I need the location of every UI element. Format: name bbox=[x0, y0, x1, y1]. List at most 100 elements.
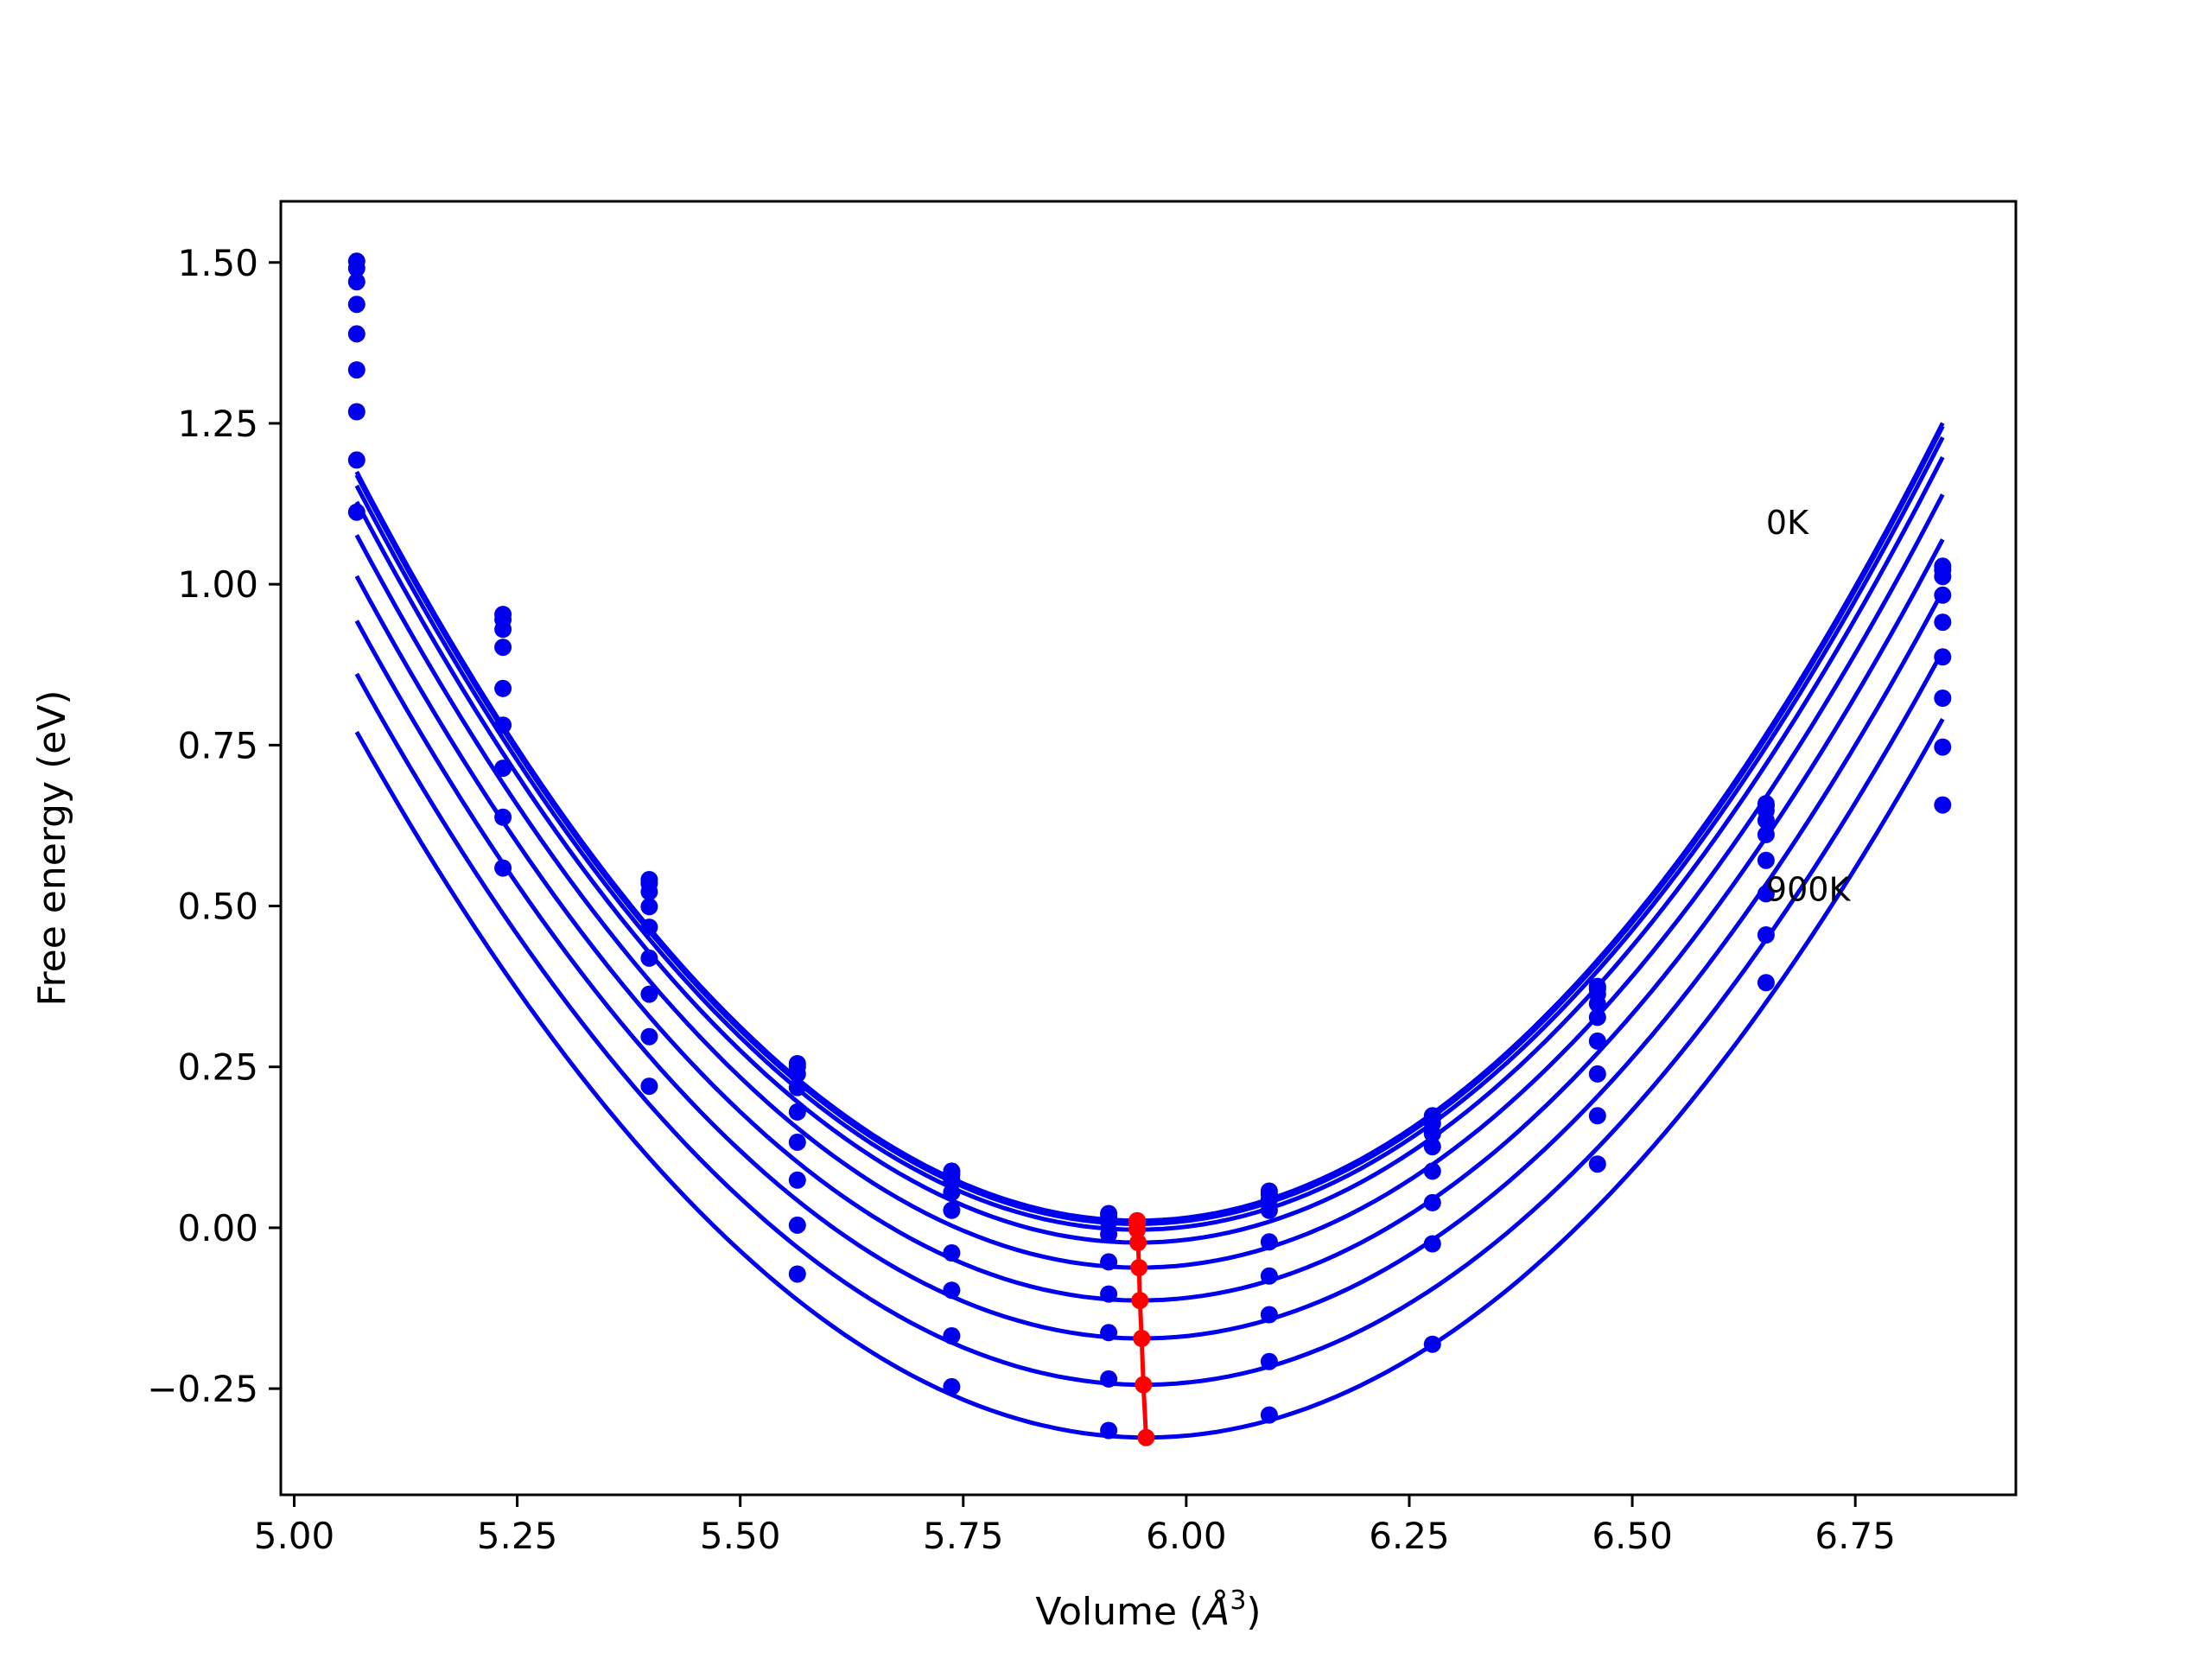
y-tick-label: 0.50 bbox=[177, 886, 258, 928]
data-point bbox=[1934, 690, 1952, 707]
minimum-point bbox=[1137, 1428, 1155, 1446]
y-tick-label: −0.25 bbox=[147, 1368, 258, 1410]
x-axis-label-prefix: Volume ( bbox=[1035, 1590, 1204, 1634]
data-point bbox=[1588, 995, 1606, 1013]
data-point bbox=[1934, 648, 1952, 666]
data-point bbox=[494, 808, 512, 826]
fit-curve-3 bbox=[354, 435, 1945, 1232]
data-point bbox=[1588, 1032, 1606, 1050]
minimum-point bbox=[1128, 1221, 1147, 1239]
data-point bbox=[1934, 796, 1952, 814]
data-point bbox=[494, 639, 512, 657]
y-axis-label: Free energy (eV) bbox=[30, 690, 74, 1006]
series-8 bbox=[347, 451, 1952, 1388]
annotations: 0K 900K bbox=[1766, 504, 1852, 909]
x-tick-label: 6.25 bbox=[1369, 1515, 1450, 1557]
data-point bbox=[347, 273, 365, 291]
data-point bbox=[347, 259, 365, 277]
data-point bbox=[1423, 1138, 1441, 1156]
data-point bbox=[1423, 1335, 1441, 1353]
fit-curve-6 bbox=[354, 538, 1945, 1303]
data-point bbox=[1260, 1306, 1278, 1324]
data-point bbox=[943, 1281, 961, 1300]
data-point bbox=[347, 325, 365, 343]
data-point bbox=[788, 1265, 806, 1283]
data-point bbox=[1934, 568, 1952, 586]
series-5 bbox=[347, 325, 1952, 1271]
data-point bbox=[788, 1065, 806, 1083]
data-point bbox=[1260, 1406, 1278, 1424]
data-point bbox=[943, 1171, 961, 1189]
data-point bbox=[1588, 1008, 1606, 1027]
data-point bbox=[943, 1327, 961, 1344]
data-point bbox=[1423, 1162, 1441, 1180]
data-point bbox=[788, 1216, 806, 1234]
data-point bbox=[1100, 1213, 1118, 1231]
x-tick-label: 6.50 bbox=[1592, 1515, 1673, 1557]
x-tick-label: 5.50 bbox=[700, 1515, 781, 1557]
data-point bbox=[640, 898, 658, 916]
data-point bbox=[1757, 851, 1775, 869]
data-point bbox=[1934, 738, 1952, 756]
data-point bbox=[1260, 1201, 1278, 1219]
y-axis: −0.25 0.00 0.25 0.50 0.75 1.00 1.25 1.50 bbox=[147, 242, 281, 1410]
x-axis-label-symbol: Å bbox=[1201, 1588, 1230, 1634]
data-point bbox=[788, 1171, 806, 1189]
fit-curve-2 bbox=[354, 425, 1945, 1226]
x-axis-label-superscript: 3 bbox=[1230, 1586, 1246, 1616]
y-tick-label: 1.50 bbox=[177, 242, 258, 284]
data-point bbox=[1423, 1235, 1441, 1253]
data-point bbox=[1100, 1324, 1118, 1342]
data-point bbox=[1757, 811, 1775, 830]
data-point bbox=[943, 1184, 961, 1201]
data-point bbox=[1757, 825, 1775, 843]
minimum-point bbox=[1129, 1234, 1147, 1251]
data-point bbox=[943, 1244, 961, 1262]
x-tick-label: 6.75 bbox=[1815, 1515, 1896, 1557]
minimum-point bbox=[1130, 1259, 1148, 1277]
data-point bbox=[347, 361, 365, 379]
data-point bbox=[1757, 974, 1775, 992]
y-tick-label: 0.00 bbox=[177, 1207, 258, 1249]
data-point bbox=[788, 1133, 806, 1151]
fit-curve-4 bbox=[354, 455, 1945, 1245]
plot-area bbox=[347, 252, 1952, 1446]
data-point bbox=[347, 403, 365, 421]
data-point bbox=[1588, 1065, 1606, 1083]
data-point bbox=[640, 1077, 658, 1096]
y-tick-label: 0.75 bbox=[177, 724, 258, 766]
data-point bbox=[494, 760, 512, 778]
minimum-point bbox=[1131, 1292, 1149, 1310]
axes-frame bbox=[279, 200, 2018, 1497]
y-tick-label: 1.00 bbox=[177, 563, 258, 606]
x-tick-label: 5.75 bbox=[923, 1515, 1004, 1557]
data-point bbox=[494, 859, 512, 877]
x-tick-label: 6.00 bbox=[1146, 1515, 1227, 1557]
series-6 bbox=[347, 361, 1952, 1303]
series-7 bbox=[347, 403, 1952, 1342]
data-point bbox=[1588, 1107, 1606, 1125]
data-point bbox=[494, 679, 512, 697]
data-point bbox=[1757, 926, 1775, 944]
y-tick-label: 1.25 bbox=[177, 403, 258, 445]
data-point bbox=[1100, 1370, 1118, 1388]
series-4 bbox=[347, 296, 1952, 1243]
data-point bbox=[943, 1201, 961, 1219]
minimum-point bbox=[1135, 1376, 1153, 1394]
data-point bbox=[1423, 1125, 1441, 1143]
x-axis-label: Volume (Å3) bbox=[1035, 1586, 1261, 1634]
data-point bbox=[1260, 1352, 1278, 1370]
data-point bbox=[347, 451, 365, 469]
data-point bbox=[347, 296, 365, 314]
series-9 bbox=[347, 503, 1952, 1440]
data-point bbox=[943, 1377, 961, 1395]
data-point bbox=[1100, 1421, 1118, 1440]
temperature-annotation: 900K bbox=[1766, 871, 1852, 909]
data-point bbox=[1934, 586, 1952, 604]
data-point bbox=[1757, 885, 1775, 903]
x-axis: 5.00 5.25 5.50 5.75 6.00 6.25 6.50 6.75 bbox=[254, 1495, 1896, 1557]
data-point bbox=[1423, 1193, 1441, 1211]
data-point bbox=[788, 1078, 806, 1096]
data-point bbox=[347, 503, 365, 521]
